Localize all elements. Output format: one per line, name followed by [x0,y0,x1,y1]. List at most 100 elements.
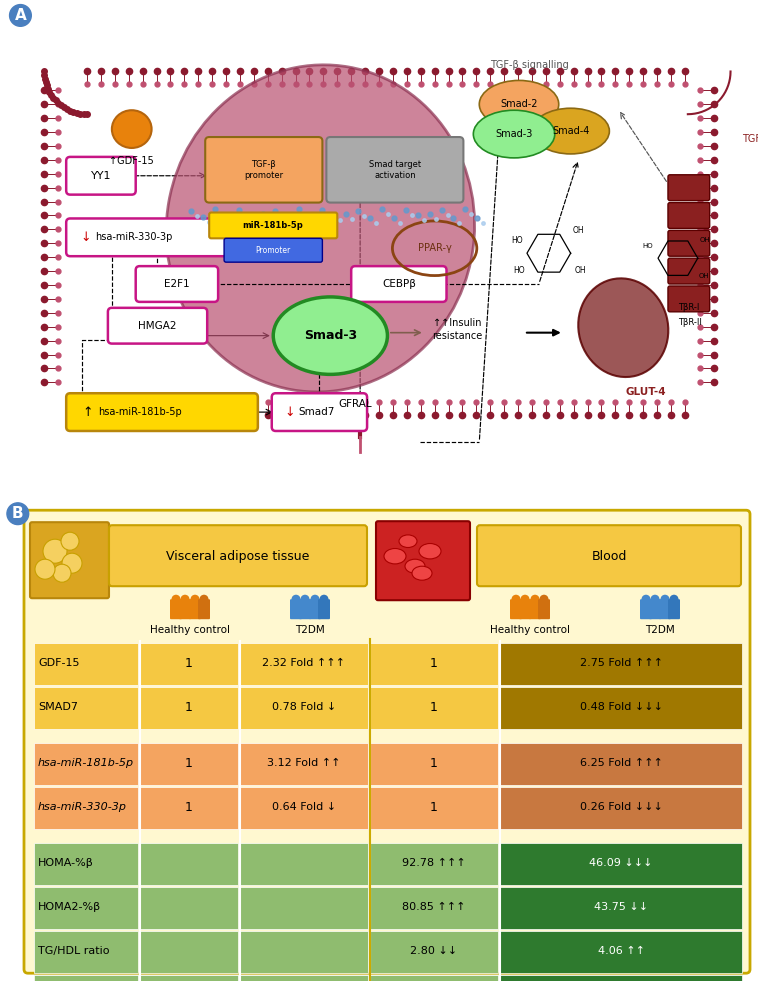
Ellipse shape [650,595,659,604]
FancyBboxPatch shape [500,931,742,973]
Text: 2.32 Fold ↑↑↑: 2.32 Fold ↑↑↑ [262,659,346,668]
Ellipse shape [180,595,190,604]
Ellipse shape [320,595,328,604]
Ellipse shape [669,595,678,604]
FancyBboxPatch shape [34,787,138,830]
Text: E2F1: E2F1 [164,279,190,289]
Text: Smad7: Smad7 [299,407,335,417]
Text: ↓: ↓ [285,406,295,419]
FancyBboxPatch shape [34,743,138,785]
Ellipse shape [43,540,67,563]
Text: 4.06 ↑↑: 4.06 ↑↑ [597,947,644,956]
FancyBboxPatch shape [640,600,652,619]
Text: GLUT-4: GLUT-4 [626,387,666,397]
Text: CEBPβ: CEBPβ [382,279,416,289]
FancyBboxPatch shape [170,600,182,619]
Ellipse shape [412,566,432,580]
FancyBboxPatch shape [510,600,522,619]
FancyBboxPatch shape [370,888,498,929]
Ellipse shape [521,595,530,604]
FancyBboxPatch shape [240,743,368,785]
FancyBboxPatch shape [668,259,709,284]
Text: hsa-miR-181b-5p: hsa-miR-181b-5p [38,758,134,768]
FancyBboxPatch shape [240,931,368,973]
Text: PPAR-γ: PPAR-γ [418,243,452,254]
Ellipse shape [532,108,609,154]
FancyBboxPatch shape [370,975,498,983]
FancyBboxPatch shape [140,687,238,729]
Ellipse shape [171,595,180,604]
Text: T2DM: T2DM [295,625,325,635]
FancyBboxPatch shape [109,525,367,586]
Text: 2.75 Fold ↑↑↑: 2.75 Fold ↑↑↑ [580,659,662,668]
Ellipse shape [531,595,540,604]
Text: OH: OH [575,265,587,274]
Text: Promoter: Promoter [255,246,290,255]
Text: Smad-3: Smad-3 [496,129,533,139]
Text: hsa-miR-330-3p: hsa-miR-330-3p [95,232,172,243]
FancyBboxPatch shape [370,687,498,729]
Ellipse shape [166,65,475,392]
FancyBboxPatch shape [240,687,368,729]
FancyBboxPatch shape [34,643,138,685]
FancyBboxPatch shape [240,787,368,830]
Text: 0.26 Fold ↓↓↓: 0.26 Fold ↓↓↓ [580,802,662,812]
FancyBboxPatch shape [198,600,210,619]
FancyBboxPatch shape [272,393,367,431]
Text: 6.25 Fold ↑↑↑: 6.25 Fold ↑↑↑ [580,758,662,768]
FancyBboxPatch shape [370,843,498,886]
Text: 80.85 ↑↑↑: 80.85 ↑↑↑ [402,902,465,912]
Ellipse shape [300,595,309,604]
Text: Smad-2: Smad-2 [500,99,537,109]
Text: HOMA-%β: HOMA-%β [38,858,94,868]
FancyBboxPatch shape [529,600,541,619]
FancyBboxPatch shape [140,931,238,973]
FancyBboxPatch shape [500,787,742,830]
Text: 1: 1 [430,801,438,814]
Text: OH: OH [700,237,710,244]
Text: OH: OH [698,273,709,279]
Text: 2.80 ↓↓: 2.80 ↓↓ [410,947,458,956]
FancyBboxPatch shape [500,643,742,685]
Ellipse shape [540,595,549,604]
Ellipse shape [660,595,669,604]
FancyBboxPatch shape [34,843,138,886]
FancyBboxPatch shape [34,975,138,983]
Text: hsa-miR-330-3p: hsa-miR-330-3p [38,802,127,812]
FancyBboxPatch shape [140,975,238,983]
Text: OH: OH [573,226,584,235]
FancyBboxPatch shape [66,393,258,431]
Ellipse shape [292,595,300,604]
FancyBboxPatch shape [370,643,498,685]
FancyBboxPatch shape [136,266,218,302]
FancyBboxPatch shape [224,238,322,262]
Text: hsa-miR-181b-5p: hsa-miR-181b-5p [98,407,182,417]
FancyBboxPatch shape [376,521,470,601]
FancyBboxPatch shape [240,643,368,685]
FancyBboxPatch shape [370,787,498,830]
Text: 1: 1 [185,701,193,714]
FancyBboxPatch shape [140,643,238,685]
Text: T2DM: T2DM [645,625,675,635]
Ellipse shape [512,595,521,604]
Text: 0.64 Fold ↓: 0.64 Fold ↓ [272,802,336,812]
FancyBboxPatch shape [209,212,337,238]
Text: HO: HO [513,265,525,274]
Ellipse shape [190,595,199,604]
FancyBboxPatch shape [370,931,498,973]
Text: 1: 1 [430,657,438,669]
FancyBboxPatch shape [140,843,238,886]
Text: 3.12 Fold ↑↑: 3.12 Fold ↑↑ [268,758,341,768]
Text: TGF-β
promoter: TGF-β promoter [244,160,283,180]
FancyBboxPatch shape [240,975,368,983]
Text: 0.78 Fold ↓: 0.78 Fold ↓ [272,702,336,713]
Text: 1: 1 [185,801,193,814]
Text: Smad-4: Smad-4 [552,126,589,136]
Text: 0.48 Fold ↓↓↓: 0.48 Fold ↓↓↓ [580,702,662,713]
Ellipse shape [53,564,71,582]
Text: 92.78 ↑↑↑: 92.78 ↑↑↑ [402,858,466,868]
FancyBboxPatch shape [519,600,531,619]
Ellipse shape [479,81,559,128]
Text: HMGA2: HMGA2 [138,320,177,330]
FancyBboxPatch shape [668,175,709,201]
